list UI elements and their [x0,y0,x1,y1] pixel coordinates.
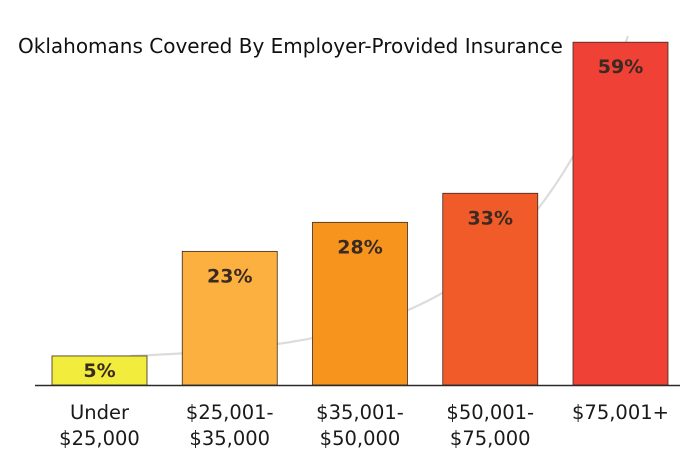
x-tick-label-line: $50,001- [446,401,534,424]
data-label-1: 23% [207,265,252,287]
x-tick-label-line: $25,000 [59,427,140,450]
x-tick-label-4: $75,001+ [572,401,669,424]
x-tick-label-line: $50,000 [320,427,401,450]
data-label-3: 33% [468,207,513,229]
chart-title: Oklahomans Covered By Employer-Provided … [18,34,563,58]
bars-layer [51,41,669,386]
bar-4 [572,41,669,386]
x-tick-label-1: $25,001- $35,000 [186,401,274,450]
x-tick-label-line: Under [70,401,130,424]
bar-1 [181,250,278,386]
x-tick-label-3: $50,001- $75,000 [446,401,534,450]
data-labels-layer: 5% 23% 28% 33% 59% [83,56,643,382]
data-label-4: 59% [598,56,643,78]
bar-3 [442,192,539,386]
x-tick-label-line: $75,000 [450,427,531,450]
x-tick-label-line: $25,001- [186,401,274,424]
x-tick-label-2: $35,001- $50,000 [316,401,404,450]
data-label-0: 5% [83,360,115,382]
x-tick-label-line: $75,001+ [572,401,669,424]
data-label-2: 28% [337,236,382,258]
x-tick-label-line: $35,001- [316,401,404,424]
x-tick-label-line: $35,000 [189,427,270,450]
x-tick-labels-layer: Under $25,000 $25,001- $35,000 $35,001- $50,0… [59,401,669,450]
x-tick-label-0: Under $25,000 [59,401,140,450]
